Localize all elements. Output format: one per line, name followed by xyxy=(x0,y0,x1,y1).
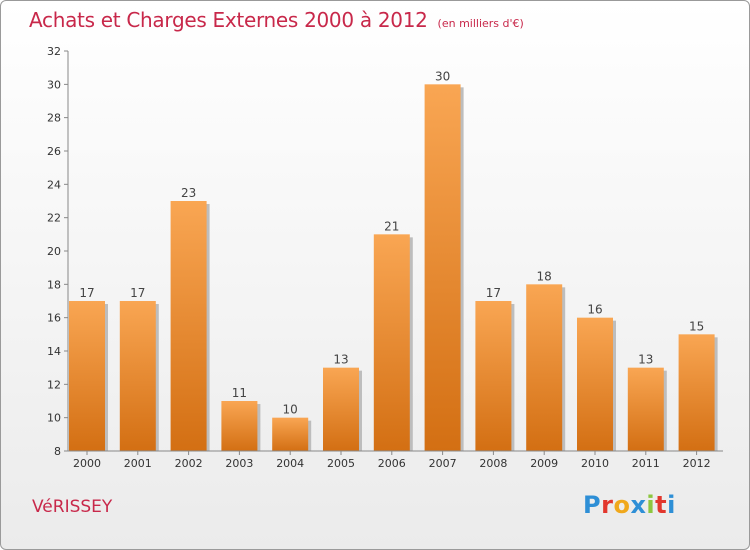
bar-value-label: 16 xyxy=(587,303,602,317)
logo-letter: i xyxy=(667,491,676,519)
x-tick-label: 2011 xyxy=(632,457,660,470)
y-tick-label: 26 xyxy=(47,145,61,158)
x-tick-label: 2004 xyxy=(276,457,304,470)
x-tick-label: 2007 xyxy=(429,457,457,470)
bar-2010 xyxy=(577,317,613,451)
bar-value-label: 15 xyxy=(689,319,704,333)
x-tick-label: 2000 xyxy=(73,457,101,470)
y-tick-label: 10 xyxy=(47,412,61,425)
bar-value-label: 10 xyxy=(283,403,298,417)
bar-2006 xyxy=(373,234,410,451)
axes-group: 2000 2001 2002 2003 2004 2005 2006 2007 2008 2009… xyxy=(47,45,723,470)
bar-2012 xyxy=(678,334,715,451)
x-tick-label: 2003 xyxy=(225,457,253,470)
logo-letter: t xyxy=(655,491,668,519)
logo-letter: i xyxy=(646,491,656,519)
bar-value-label: 11 xyxy=(232,386,247,400)
logo-letter: r xyxy=(601,491,614,519)
x-tick-label: 2008 xyxy=(479,457,507,470)
bar-2008 xyxy=(475,301,512,451)
y-tick-label: 30 xyxy=(47,78,61,91)
bar-2007 xyxy=(424,84,461,451)
y-tick-label: 12 xyxy=(47,378,61,391)
bar-value-label: 23 xyxy=(181,186,196,200)
bar-value-label: 21 xyxy=(384,219,399,233)
title-text: Achats et Charges Externes 2000 à 2012 xyxy=(29,8,428,32)
bar-value-label: 30 xyxy=(435,69,450,83)
x-tick-label: 2005 xyxy=(327,457,355,470)
x-tick-label: 2010 xyxy=(581,457,609,470)
logo-letter: P xyxy=(583,491,602,519)
bar-value-label: 17 xyxy=(486,286,501,300)
bar-value-label: 17 xyxy=(79,286,94,300)
y-tick-label: 24 xyxy=(47,178,61,191)
bar-2004 xyxy=(272,417,309,451)
logo-letter: x xyxy=(630,491,647,519)
y-tick-label: 16 xyxy=(47,312,61,325)
x-tick-label: 2002 xyxy=(175,457,203,470)
commune-name: VéRISSEY xyxy=(32,497,113,517)
y-tick-label: 18 xyxy=(47,278,61,291)
y-tick-label: 22 xyxy=(47,212,61,225)
x-tick-label: 2006 xyxy=(378,457,406,470)
bars-group: 17 17 23 11 10 13 21 30 17 18 16 13 15 xyxy=(69,69,718,451)
bar-value-label: 17 xyxy=(130,286,145,300)
bar-value-label: 13 xyxy=(638,353,653,367)
bar-value-label: 13 xyxy=(333,353,348,367)
x-tick-label: 2012 xyxy=(683,457,711,470)
bar-2002 xyxy=(170,201,207,451)
logo-letter: o xyxy=(613,491,631,519)
bar-2003 xyxy=(221,401,258,451)
bar-2001 xyxy=(119,301,156,451)
bar-value-label: 18 xyxy=(537,269,552,283)
chart-title: Achats et Charges Externes 2000 à 2012 (e… xyxy=(29,8,524,32)
x-tick-label: 2009 xyxy=(530,457,558,470)
bar-2011 xyxy=(627,367,664,451)
x-tick-label: 2001 xyxy=(124,457,152,470)
proxiti-logo: Proxiti xyxy=(583,491,676,519)
y-tick-label: 32 xyxy=(47,45,61,58)
y-tick-label: 8 xyxy=(54,445,61,458)
bar-2000 xyxy=(69,301,105,451)
chart-subtitle: (en milliers d'€) xyxy=(437,17,524,30)
y-tick-label: 20 xyxy=(47,245,61,258)
y-tick-label: 14 xyxy=(47,345,61,358)
bar-2005 xyxy=(323,367,359,451)
y-tick-label: 28 xyxy=(47,112,61,125)
bar-2009 xyxy=(526,284,563,451)
